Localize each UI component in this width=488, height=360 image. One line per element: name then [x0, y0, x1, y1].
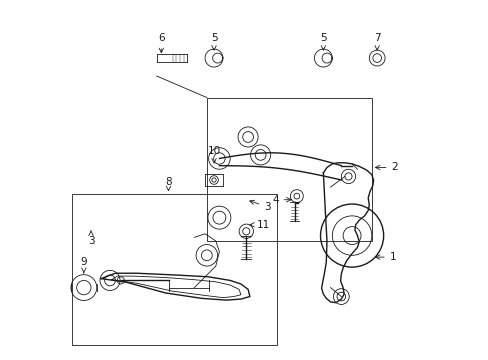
Text: 5: 5 — [320, 33, 326, 50]
Text: 3: 3 — [87, 230, 94, 246]
Text: 1: 1 — [375, 252, 396, 262]
Text: 2: 2 — [375, 162, 397, 172]
Text: 7: 7 — [373, 33, 380, 50]
Text: 3: 3 — [249, 200, 270, 212]
Text: 9: 9 — [81, 257, 87, 273]
Text: 6: 6 — [158, 33, 164, 53]
Text: 4: 4 — [271, 195, 290, 205]
Text: 10: 10 — [207, 146, 220, 163]
Bar — [206, 98, 371, 241]
Text: 8: 8 — [165, 177, 171, 190]
Text: 5: 5 — [210, 33, 217, 50]
Text: 11: 11 — [249, 220, 270, 230]
Bar — [72, 194, 276, 345]
